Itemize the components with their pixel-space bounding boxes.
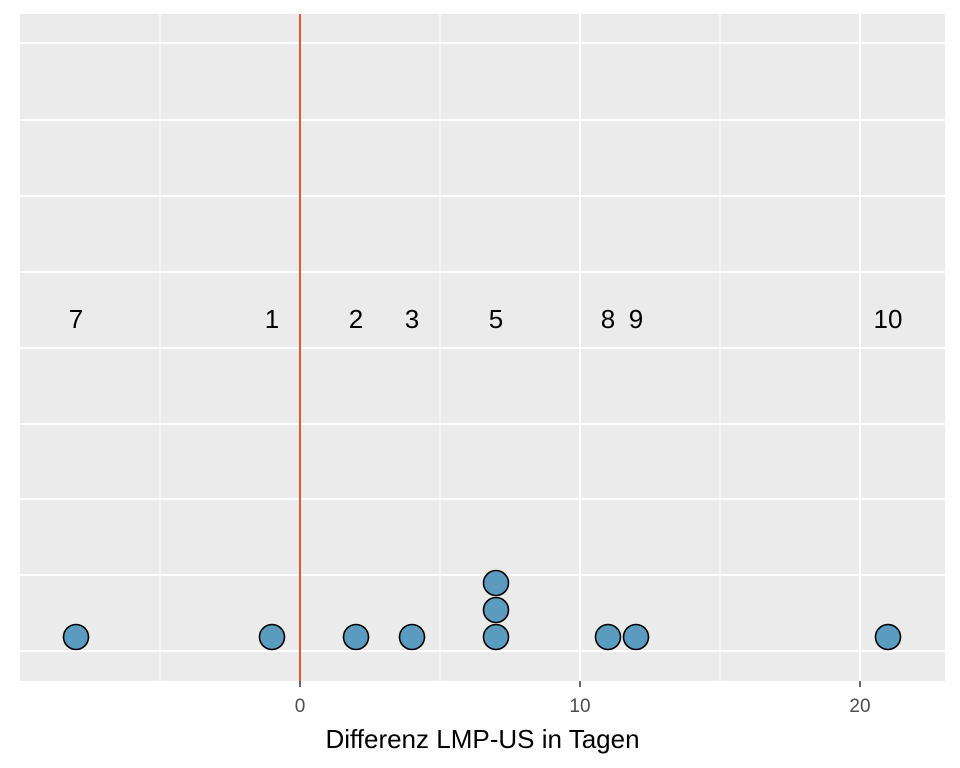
point-label: 3: [405, 304, 419, 334]
data-point: [342, 623, 370, 651]
data-point: [594, 623, 622, 651]
point-label: 2: [349, 304, 363, 334]
data-point: [482, 623, 510, 651]
x-axis-ticks: 0 10 20: [295, 681, 871, 717]
point-label: 10: [874, 304, 903, 334]
point-label: 1: [265, 304, 279, 334]
point-label: 9: [629, 304, 643, 334]
data-point: [398, 623, 426, 651]
data-point: [482, 596, 510, 624]
x-axis-title: Differenz LMP-US in Tagen: [325, 724, 639, 754]
point-label: 8: [601, 304, 615, 334]
data-point: [258, 623, 286, 651]
data-point: [622, 623, 650, 651]
x-tick-label: 10: [569, 696, 590, 717]
data-point: [874, 623, 902, 651]
x-tick-label: 20: [849, 696, 870, 717]
point-labels: 7 1 2 3 5 8 9 10: [69, 304, 903, 334]
point-label: 7: [69, 304, 83, 334]
x-tick-label: 0: [295, 696, 306, 717]
data-points: [62, 569, 902, 651]
point-label: 5: [489, 304, 503, 334]
data-point: [482, 569, 510, 597]
data-point: [62, 623, 90, 651]
major-gridlines-y: [20, 42, 945, 652]
